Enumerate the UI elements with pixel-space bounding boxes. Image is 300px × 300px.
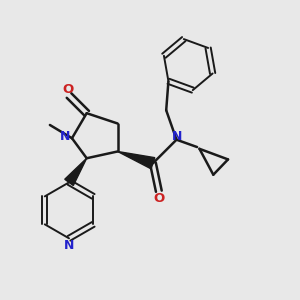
Polygon shape [118,152,155,169]
Text: O: O [62,82,73,95]
Text: N: N [64,239,74,252]
Text: O: O [153,192,164,205]
Polygon shape [65,158,87,185]
Text: N: N [172,130,183,143]
Text: N: N [60,130,71,143]
